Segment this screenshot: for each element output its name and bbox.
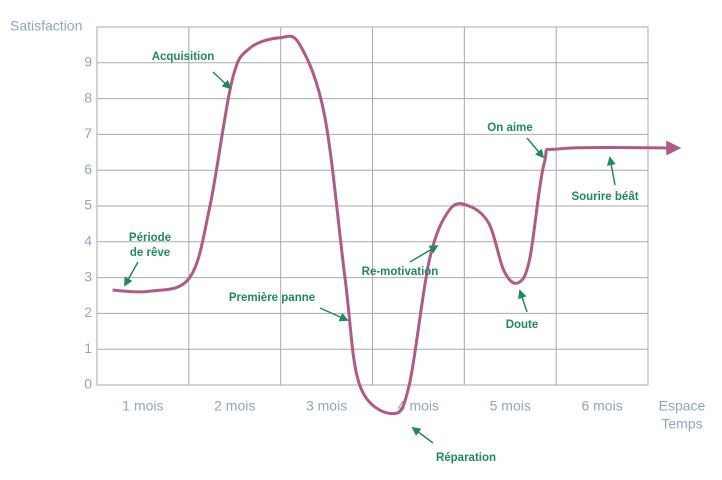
x-axis-label: Temps — [661, 416, 702, 432]
annotation: Doute — [506, 319, 539, 331]
y-axis-label: Satisfaction — [10, 18, 82, 34]
x-tick-label: 6 mois — [581, 398, 622, 414]
y-tick-label: 4 — [84, 233, 92, 249]
y-tick-label: 1 — [84, 340, 92, 356]
y-tick-label: 8 — [84, 89, 92, 105]
x-tick-label: 2 mois — [214, 398, 255, 414]
annotation: Réparation — [436, 452, 496, 464]
y-tick-label: 0 — [84, 376, 92, 392]
annotation-arrow — [606, 156, 616, 186]
x-axis-label: Espace — [659, 398, 706, 414]
y-tick-label: 3 — [84, 268, 92, 284]
y-tick-label: 5 — [84, 197, 92, 213]
x-tick-label: 4 mois — [398, 398, 439, 414]
annotation-arrow — [526, 137, 545, 159]
annotation: On aime — [487, 122, 532, 134]
annotation-arrow — [409, 245, 439, 263]
annotation: Sourire béât — [571, 191, 638, 203]
annotation-arrow — [212, 71, 232, 90]
y-tick-label: 6 — [84, 161, 92, 177]
annotation: de rêve — [130, 247, 170, 259]
y-tick-label: 2 — [84, 304, 92, 320]
x-tick-label: 3 mois — [306, 398, 347, 414]
y-tick-label: 7 — [84, 125, 92, 141]
x-tick-label: 5 mois — [490, 398, 531, 414]
annotation: Première panne — [229, 292, 315, 304]
annotation: Période — [129, 232, 171, 244]
annotation: Acquisition — [152, 51, 215, 63]
annotation: Re-motivation — [362, 266, 439, 278]
annotation-arrow — [411, 426, 434, 444]
x-tick-label: 1 mois — [122, 398, 163, 414]
line — [112, 34, 682, 416]
annotation-arrow — [124, 261, 139, 287]
annotation-arrow — [319, 307, 349, 322]
y-tick-label: 9 — [84, 54, 92, 70]
annotation-arrow — [518, 289, 528, 313]
